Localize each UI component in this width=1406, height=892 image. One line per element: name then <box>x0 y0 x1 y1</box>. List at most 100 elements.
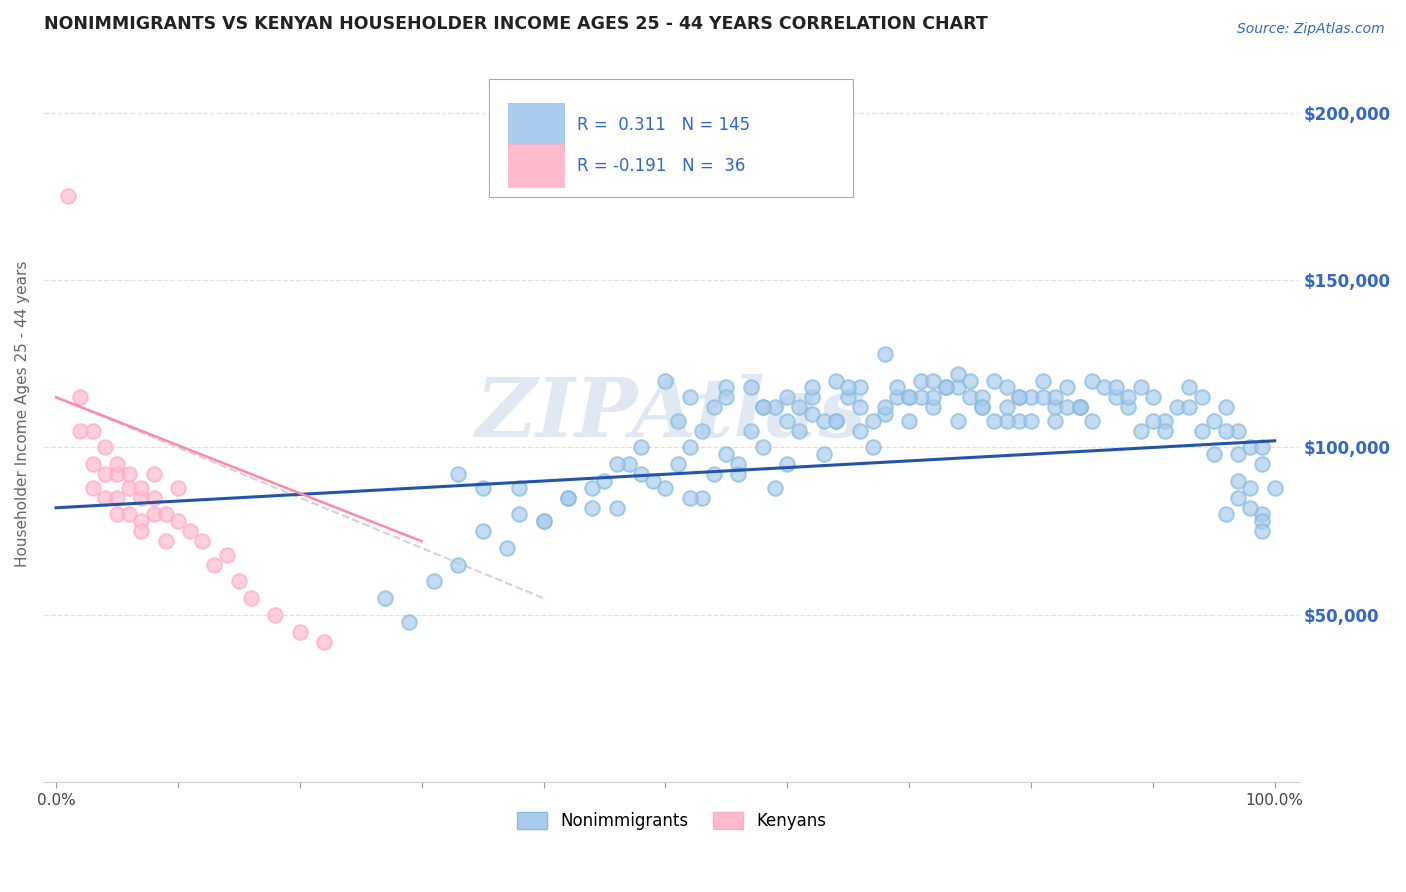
Point <box>69 390 91 404</box>
Point <box>752 401 775 415</box>
Point <box>264 607 287 622</box>
Point <box>849 401 872 415</box>
Point <box>105 467 128 482</box>
Point <box>1215 401 1237 415</box>
Point <box>716 380 738 394</box>
Point <box>1154 414 1177 428</box>
Point <box>581 481 603 495</box>
Point <box>1239 441 1261 455</box>
Point <box>606 457 628 471</box>
Point <box>983 414 1005 428</box>
Point <box>1118 390 1140 404</box>
Point <box>654 374 676 388</box>
Point <box>654 481 676 495</box>
Point <box>1129 380 1152 394</box>
Point <box>1215 508 1237 522</box>
Point <box>1069 401 1091 415</box>
Point <box>1251 524 1274 539</box>
Point <box>131 514 153 528</box>
Point <box>825 374 848 388</box>
Point <box>983 374 1005 388</box>
Y-axis label: Householder Income Ages 25 - 44 years: Householder Income Ages 25 - 44 years <box>15 260 30 567</box>
Point <box>447 467 470 482</box>
Text: R =  0.311   N = 145: R = 0.311 N = 145 <box>578 116 751 134</box>
Point <box>1239 500 1261 515</box>
Point <box>946 414 969 428</box>
Point <box>557 491 579 505</box>
Point <box>935 380 957 394</box>
Point <box>1154 424 1177 438</box>
Point <box>666 414 689 428</box>
Point <box>1008 414 1031 428</box>
Point <box>142 508 165 522</box>
Point <box>862 414 884 428</box>
Point <box>204 558 226 572</box>
Point <box>763 401 786 415</box>
Point <box>740 380 762 394</box>
Point <box>118 481 141 495</box>
Point <box>995 414 1018 428</box>
Point <box>1142 390 1164 404</box>
Point <box>1045 414 1067 428</box>
Point <box>1118 401 1140 415</box>
Point <box>789 401 811 415</box>
Text: ZIPAtlas: ZIPAtlas <box>477 374 868 454</box>
Point <box>94 491 117 505</box>
Point <box>716 447 738 461</box>
Point <box>1227 424 1250 438</box>
Point <box>800 380 823 394</box>
Point <box>447 558 470 572</box>
Point <box>1092 380 1115 394</box>
Point <box>643 474 665 488</box>
Point <box>118 508 141 522</box>
Point <box>155 508 177 522</box>
Point <box>105 457 128 471</box>
Point <box>959 390 981 404</box>
Point <box>752 441 775 455</box>
Point <box>679 441 702 455</box>
Point <box>1178 401 1201 415</box>
Point <box>1264 481 1286 495</box>
FancyBboxPatch shape <box>489 78 853 197</box>
Point <box>142 491 165 505</box>
Point <box>666 457 689 471</box>
Point <box>1251 508 1274 522</box>
Point <box>1105 380 1128 394</box>
Point <box>508 481 530 495</box>
Point <box>94 441 117 455</box>
Point <box>837 380 859 394</box>
Point <box>131 524 153 539</box>
Point <box>825 414 848 428</box>
Point <box>1069 401 1091 415</box>
Point <box>228 574 250 589</box>
Point <box>533 514 555 528</box>
Point <box>679 390 702 404</box>
Point <box>972 401 994 415</box>
Point <box>1081 374 1104 388</box>
Point <box>1008 390 1031 404</box>
Point <box>995 401 1018 415</box>
Point <box>813 447 835 461</box>
Point <box>82 481 104 495</box>
Point <box>496 541 519 555</box>
Point <box>740 424 762 438</box>
Point <box>935 380 957 394</box>
Point <box>215 548 238 562</box>
FancyBboxPatch shape <box>509 103 564 146</box>
Point <box>1142 414 1164 428</box>
Point <box>727 467 749 482</box>
Point <box>533 514 555 528</box>
Point <box>910 374 932 388</box>
Point <box>423 574 446 589</box>
Point <box>94 467 117 482</box>
Point <box>606 500 628 515</box>
Point <box>1239 481 1261 495</box>
Point <box>910 390 932 404</box>
Point <box>167 514 190 528</box>
Point <box>1081 414 1104 428</box>
Point <box>752 401 775 415</box>
Point <box>849 424 872 438</box>
Point <box>471 481 494 495</box>
Text: Source: ZipAtlas.com: Source: ZipAtlas.com <box>1237 22 1385 37</box>
Point <box>1191 424 1213 438</box>
